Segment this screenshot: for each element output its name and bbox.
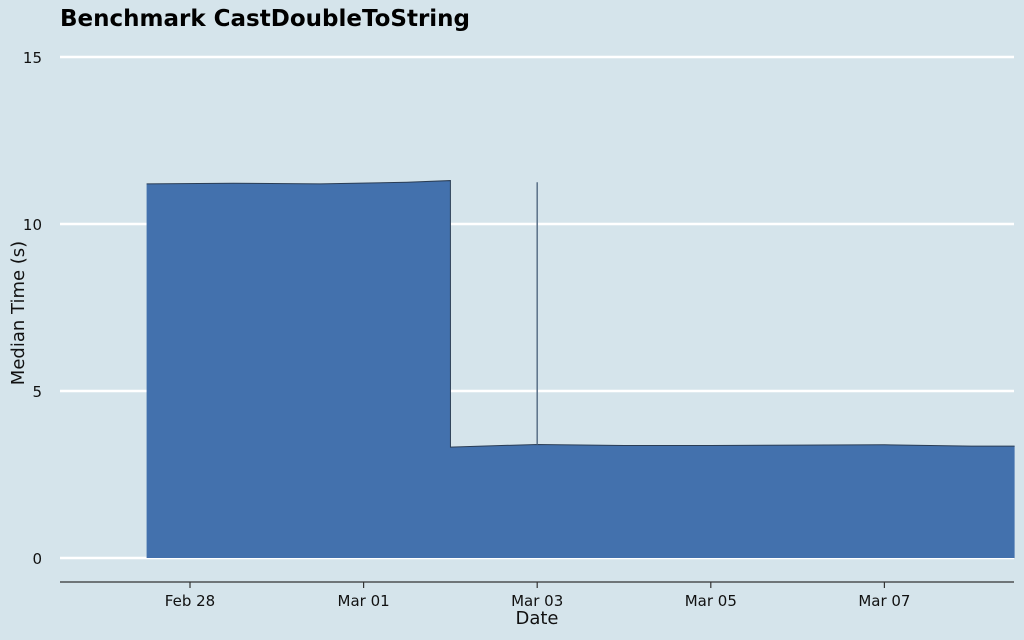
x-tick-label: Mar 05 (685, 592, 737, 610)
chart-title: Benchmark CastDoubleToString (60, 6, 471, 32)
y-tick-label: 0 (32, 550, 42, 568)
x-tick-label: Feb 28 (165, 592, 215, 610)
y-axis-title: Median Time (s) (8, 241, 29, 385)
x-axis-title: Date (515, 608, 558, 629)
x-tick-label: Mar 01 (338, 592, 390, 610)
x-tick-label: Mar 07 (858, 592, 910, 610)
y-tick-label: 15 (23, 49, 42, 67)
x-tick-label: Mar 03 (511, 592, 563, 610)
y-tick-label: 5 (32, 383, 42, 401)
y-tick-label: 10 (23, 216, 42, 234)
area-fill (146, 180, 1015, 558)
